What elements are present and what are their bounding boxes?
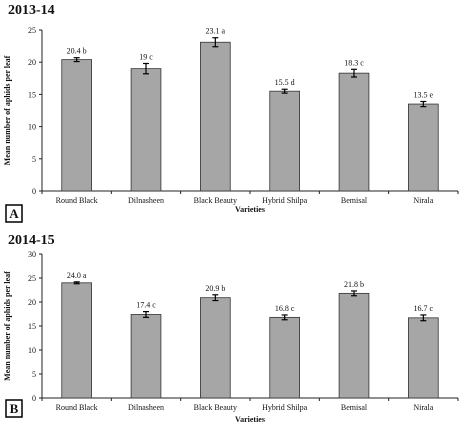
y-tick-label: 5 [32,155,36,164]
data-label: 13.5 e [414,90,434,99]
data-label: 15.5 d [275,78,295,87]
panel-2013-14: 2013-14 0 5 10 15 20 25 20.4 b Round Black 19 c Di… [3,3,459,223]
x-tick-label: Round Black [56,196,98,205]
y-tick-label: 10 [28,346,36,355]
bar [408,317,439,399]
y-tick-label: 25 [28,274,36,283]
y-tick-label: 0 [32,394,36,403]
x-tick-label: Hybrid Shilpa [262,196,308,205]
x-axis-title: Varieties [235,415,265,424]
y-tick-label: 5 [32,370,36,379]
data-label: 16.7 c [414,304,434,313]
data-label: 17.4 c [136,301,156,310]
y-tick-label: 25 [28,26,36,35]
bar [338,292,370,399]
bar [338,72,370,192]
y-tick-label: 30 [28,250,36,259]
y-tick-label: 20 [28,58,36,67]
chart-title: 2013-14 [8,3,55,18]
y-axis-title: Mean number of aphids per leaf [3,271,12,381]
bar [130,314,162,399]
y-tick-label: 0 [32,187,36,196]
bar [269,316,300,399]
bar [61,59,92,192]
bar [269,90,300,192]
y-axis-title: Mean number of aphids per leaf [3,55,12,165]
x-tick-label: Bemisal [341,403,368,412]
data-label: 16.8 c [275,304,295,313]
panel-label-box [5,204,23,223]
data-label: 20.9 b [205,284,225,293]
panel-2014-15: 2014-15 0 5 10 15 20 25 30 24.0 a Round Black 17.4… [3,233,459,424]
data-label: 21.8 b [344,280,364,289]
chart-title: 2014-15 [8,233,55,248]
x-tick-label: Black Beauty [194,196,237,205]
panel-label-box [5,399,23,418]
panel-label: A [9,206,19,221]
x-axis-title: Varieties [235,205,265,214]
x-tick-label: Dilnasheen [128,196,164,205]
x-tick-label: Nirala [413,196,433,205]
y-tick-label: 20 [28,298,36,307]
bar [130,68,162,192]
data-label: 18.3 c [344,58,364,67]
data-label: 24.0 a [67,271,87,280]
bar [200,297,231,399]
bar [200,41,231,192]
panel-label: B [10,401,19,416]
bar [61,282,92,399]
x-tick-label: Bemisal [341,196,368,205]
x-tick-label: Hybrid Shilpa [262,403,308,412]
x-tick-label: Round Black [56,403,98,412]
y-tick-label: 15 [28,322,36,331]
x-tick-label: Nirala [413,403,433,412]
data-label: 20.4 b [67,47,87,56]
x-tick-label: Dilnasheen [128,403,164,412]
bar [408,103,439,192]
data-label: 23.1 a [206,27,226,36]
y-tick-label: 15 [28,90,36,99]
data-label: 19 c [139,52,153,61]
x-tick-label: Black Beauty [194,403,237,412]
y-tick-label: 10 [28,123,36,132]
